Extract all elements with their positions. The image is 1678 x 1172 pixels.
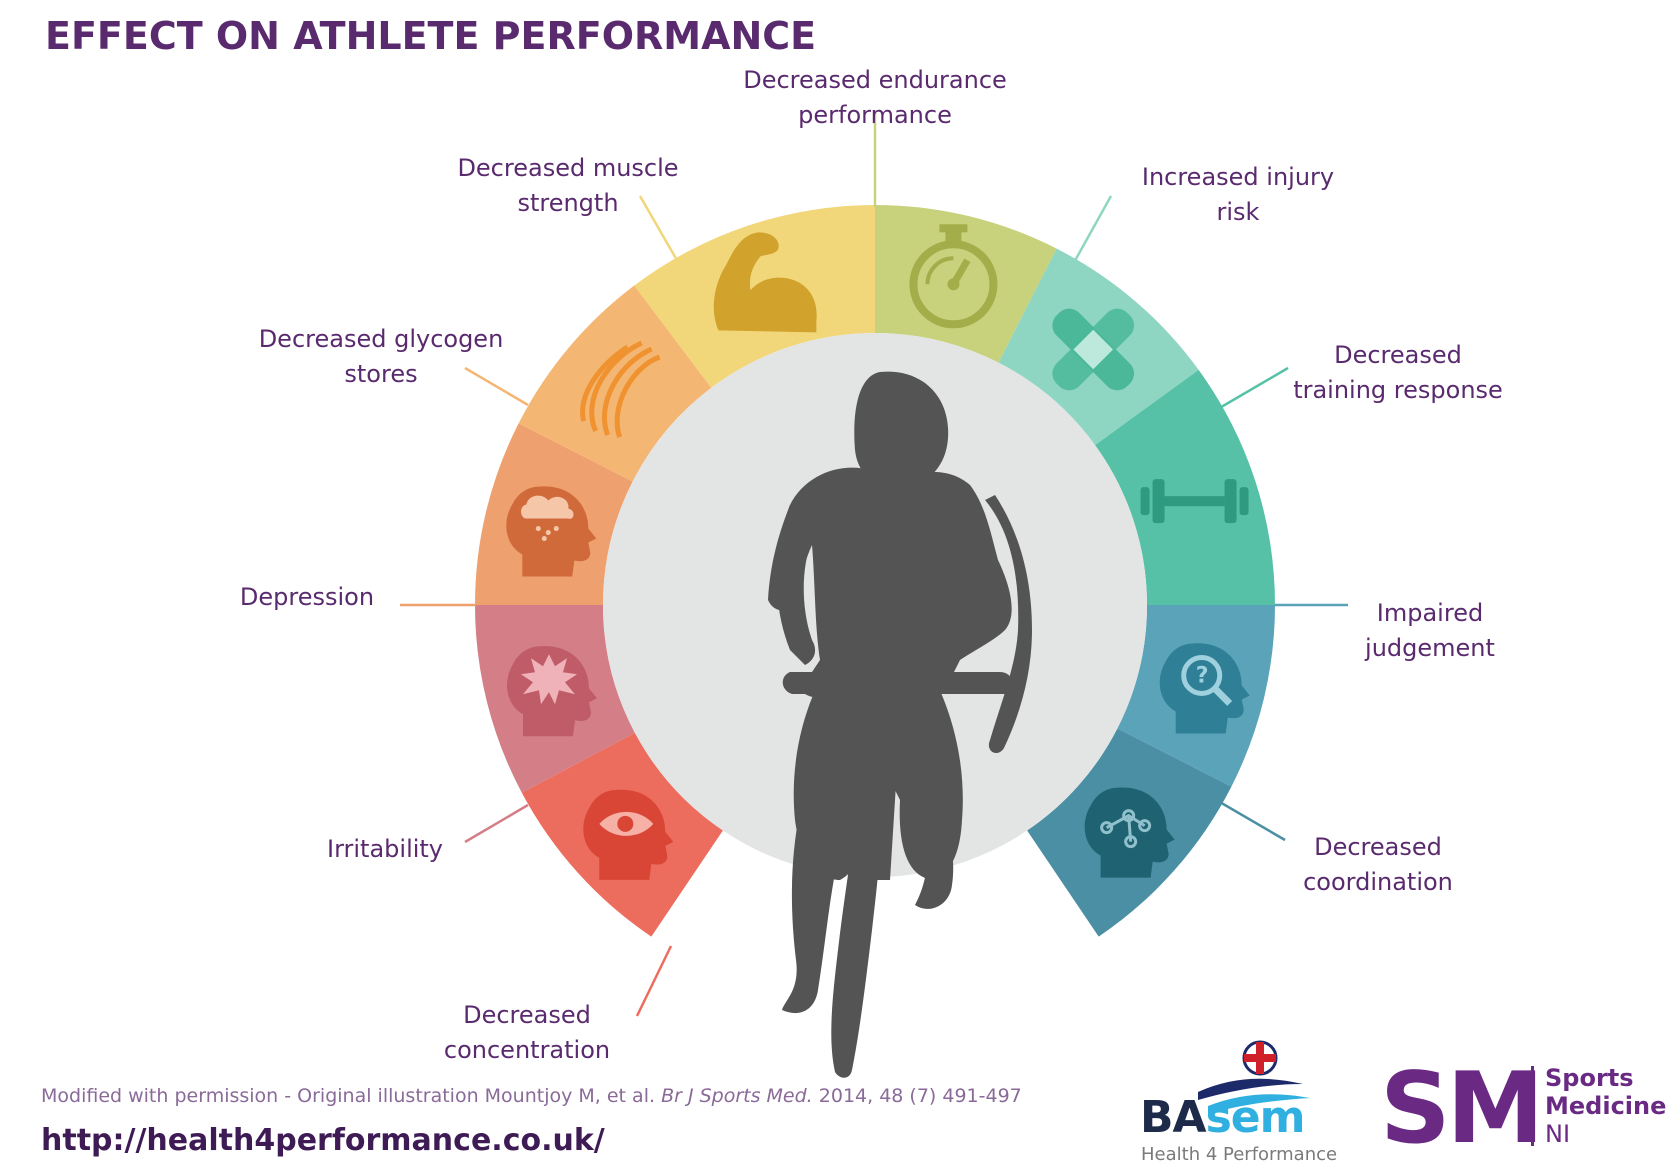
- effect-label: Decreased training response: [1293, 338, 1503, 408]
- effect-label: Decreased coordination: [1303, 830, 1453, 900]
- basem-ba: BA: [1140, 1092, 1207, 1143]
- basem-logo-icon: [1198, 1040, 1310, 1114]
- credit-prefix: Modified with permission - Original illu…: [41, 1085, 662, 1107]
- effect-label: Decreased endurance performance: [743, 63, 1007, 133]
- effect-label-line: Decreased glycogen: [258, 325, 504, 353]
- effect-label: Decreased muscle strength: [457, 151, 678, 221]
- effect-label-line: Decreased: [1334, 341, 1462, 369]
- cyclist-silhouette-icon: [768, 371, 1032, 1078]
- effect-label-line: Increased injury: [1141, 163, 1335, 191]
- head-raincloud-icon: [506, 486, 597, 577]
- effect-label-line: performance: [798, 101, 952, 129]
- credit-journal: Br J Sports Med.: [661, 1085, 813, 1107]
- effect-label-line: Decreased muscle: [457, 154, 679, 182]
- effect-label: Increased injury risk: [1142, 160, 1334, 230]
- website-link[interactable]: http://health4performance.co.uk/: [41, 1123, 605, 1158]
- effect-label-line: training response: [1293, 376, 1503, 404]
- stopwatch-icon: [909, 224, 998, 329]
- head-network-icon: [1084, 787, 1175, 878]
- effect-label-line: Decreased: [463, 1001, 591, 1029]
- sm-line-2: Medicine: [1545, 1092, 1667, 1120]
- head-burst-icon: [506, 646, 597, 737]
- leader-line: [1174, 774, 1286, 842]
- sm-line-3: NI: [1545, 1120, 1571, 1148]
- sm-line-1: Sports: [1545, 1064, 1634, 1092]
- effect-label-line: concentration: [443, 1036, 611, 1064]
- source-credit: Modified with permission - Original illu…: [41, 1085, 1022, 1107]
- sports-medicine-ni-mark: SM: [1380, 1052, 1544, 1166]
- basem-tagline: Health 4 Performance: [1141, 1144, 1338, 1165]
- effect-label-line: Decreased endurance: [743, 66, 1007, 94]
- dumbbell-icon: [1140, 479, 1249, 524]
- basem-sem: sem: [1205, 1092, 1306, 1143]
- wheel-segment: [1095, 369, 1275, 605]
- leader-line: [1174, 366, 1289, 436]
- effect-label: Impaired judgement: [1365, 596, 1495, 666]
- sports-medicine-ni-wordmark: Sports Medicine NI: [1545, 1064, 1666, 1148]
- effect-label: Decreased glycogen stores: [259, 322, 504, 392]
- head-question-icon: ?: [1159, 643, 1250, 734]
- basem-wordmark: BAsem: [1140, 1096, 1305, 1140]
- leader-line: [635, 945, 673, 1017]
- effect-label-line: coordination: [1303, 868, 1453, 896]
- effect-label-line: strength: [517, 189, 619, 217]
- credit-suffix: 2014, 48 (7) 491-497: [812, 1085, 1022, 1107]
- effect-label-line: Depression: [239, 583, 375, 611]
- effect-label-line: judgement: [1365, 634, 1495, 662]
- leader-line: [464, 366, 529, 407]
- effect-label-line: Irritability: [326, 835, 444, 863]
- muscle-fibre-icon: [580, 340, 661, 438]
- effect-label-line: Impaired: [1376, 599, 1484, 627]
- effect-label: Decreased concentration: [444, 998, 610, 1068]
- bandage-icon: [1052, 308, 1135, 391]
- effect-label-line: stores: [344, 360, 418, 388]
- svg-text:?: ?: [1196, 663, 1209, 688]
- effect-label-line: Decreased: [1314, 833, 1442, 861]
- logo-divider: [1531, 1066, 1534, 1146]
- head-eye-icon: [583, 789, 674, 880]
- leader-line: [1070, 195, 1113, 267]
- leader-line: [464, 803, 529, 844]
- effect-label: Depression: [240, 580, 374, 615]
- flexed-arm-icon: [713, 232, 817, 333]
- page-title: EFFECT ON ATHLETE PERFORMANCE: [45, 14, 817, 58]
- leader-line: [638, 195, 680, 263]
- effect-label: Irritability: [327, 832, 443, 867]
- effect-label-line: risk: [1216, 198, 1260, 226]
- wheel-segment: [875, 205, 1057, 363]
